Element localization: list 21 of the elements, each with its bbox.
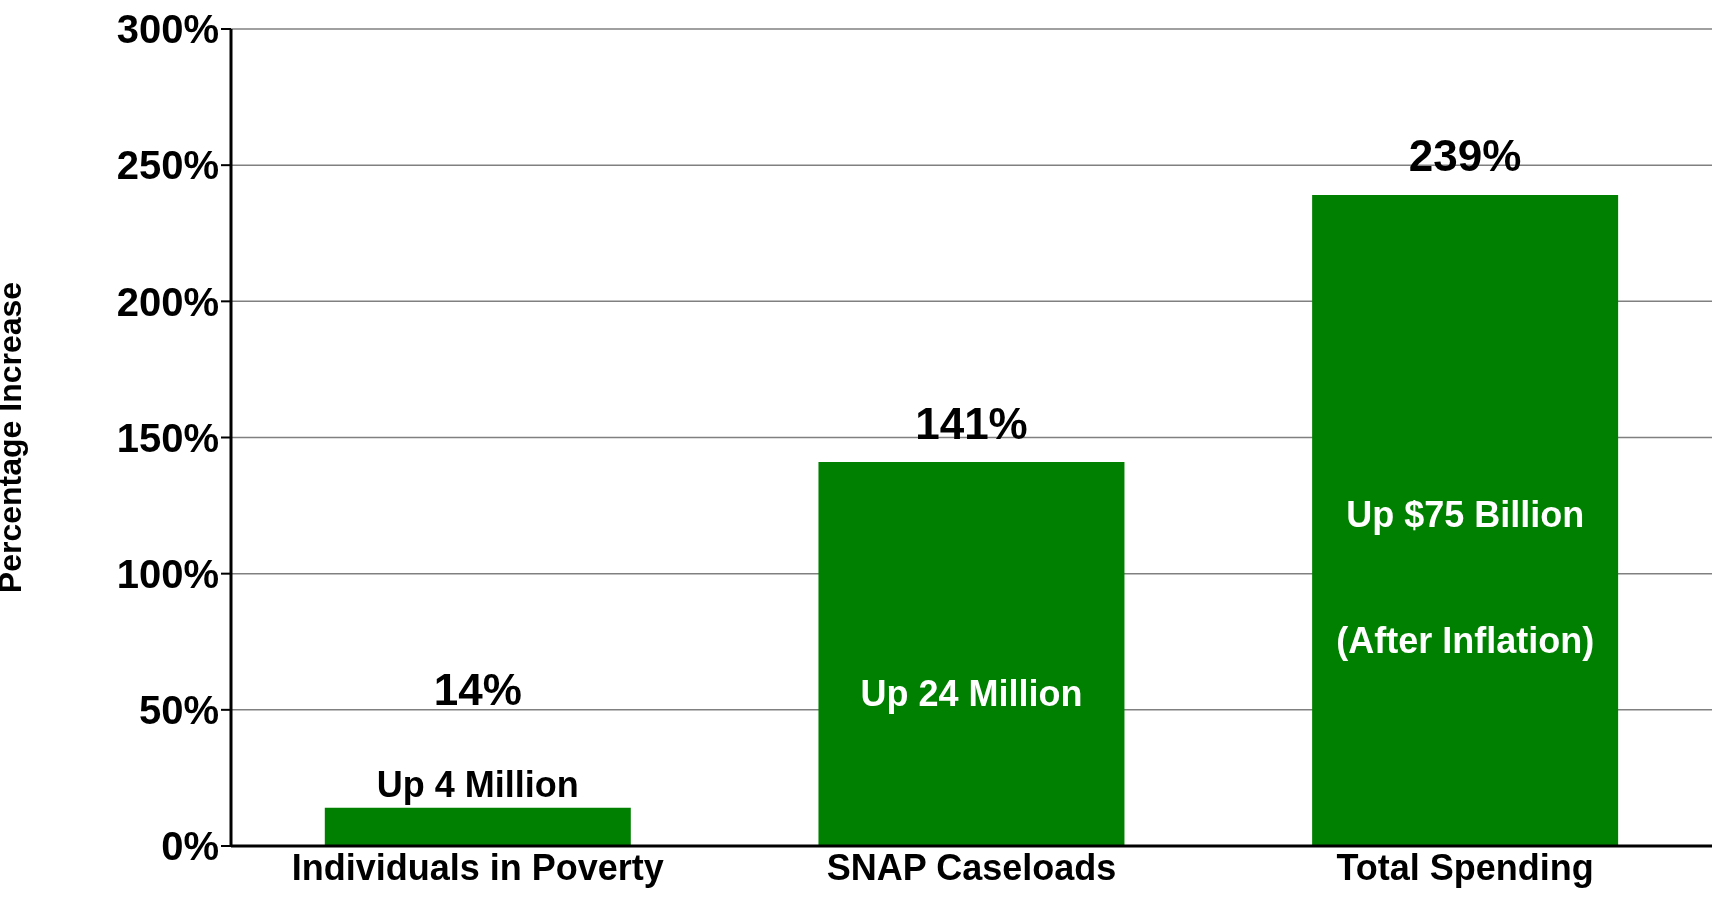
x-tick-label: Individuals in Poverty: [291, 846, 664, 888]
y-axis-title: Percentage Increase: [0, 281, 29, 594]
y-tick-label: 250%: [116, 143, 219, 188]
y-tick-label: 50%: [138, 688, 219, 733]
annotation: Up 4 Million: [376, 764, 579, 805]
annotation: (After Inflation): [1336, 620, 1595, 661]
bar: [324, 807, 631, 846]
y-tick-label: 300%: [116, 7, 219, 52]
y-tick-label: 0%: [161, 824, 219, 869]
y-tick-label: 150%: [116, 415, 219, 460]
y-tick-label: 100%: [116, 551, 219, 596]
bar: [1312, 195, 1619, 846]
data-label: 14%: [433, 665, 522, 714]
x-tick-label: Total Spending: [1336, 846, 1594, 888]
data-label: 239%: [1408, 131, 1522, 180]
y-tick-label: 200%: [116, 279, 219, 324]
annotation: Up 24 Million: [860, 673, 1083, 714]
bar: [818, 462, 1125, 846]
x-tick-label: SNAP Caseloads: [826, 846, 1117, 888]
annotation: Up $75 Billion: [1346, 494, 1585, 535]
data-label: 141%: [915, 399, 1028, 448]
